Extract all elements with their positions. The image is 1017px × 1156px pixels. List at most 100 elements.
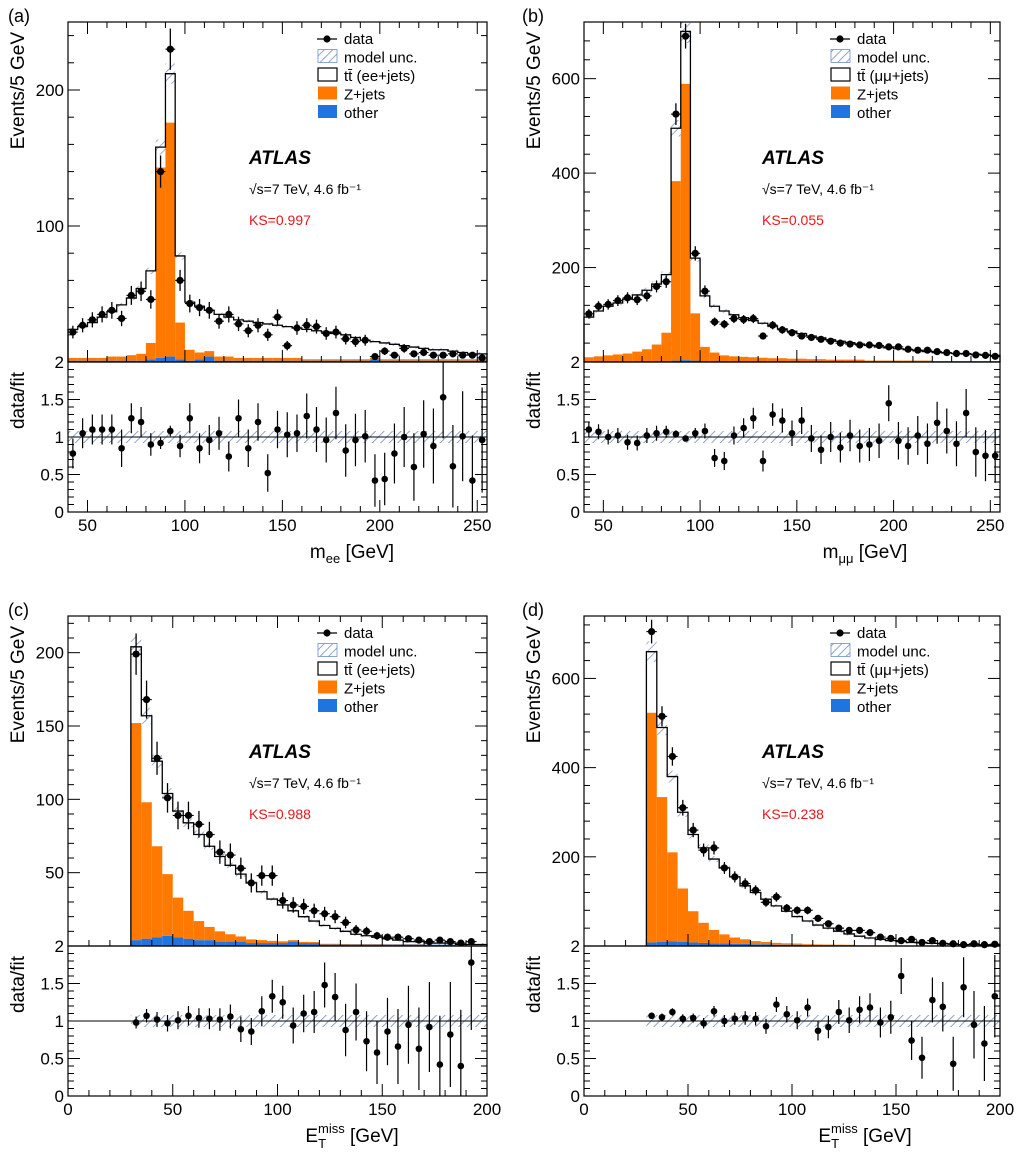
bar-other — [413, 944, 425, 946]
x-tick-label: 50 — [163, 1100, 182, 1119]
legend-label: model unc. — [344, 644, 417, 661]
bar-zjets — [409, 359, 419, 361]
bar-zjets — [438, 359, 449, 361]
ratio-point — [352, 1008, 360, 1016]
ratio-point — [595, 428, 602, 436]
bar-zjets — [874, 360, 884, 362]
ratio-point — [614, 432, 622, 439]
ratio-point — [206, 1015, 213, 1023]
data-point — [749, 314, 757, 323]
ratio-point — [808, 435, 815, 442]
data-point — [681, 32, 690, 40]
bar-other — [750, 944, 761, 946]
bar-zjets — [126, 355, 137, 361]
bar-zjets — [77, 357, 88, 361]
bar-other — [235, 941, 247, 946]
ratio-point — [846, 432, 854, 439]
bar-zjets — [301, 359, 312, 361]
ratio-point — [752, 1015, 759, 1023]
data-point — [176, 276, 184, 284]
x-tick-label: 50 — [679, 1100, 698, 1119]
bar-zjets — [256, 940, 268, 944]
data-point — [759, 332, 767, 340]
bar-other — [434, 944, 446, 946]
data-point — [371, 352, 379, 361]
data-point — [824, 920, 833, 928]
ratio-point — [283, 431, 291, 439]
bar-zjets — [68, 357, 78, 361]
bar-zjets — [738, 356, 749, 362]
data-point — [769, 321, 777, 329]
ratio-point — [669, 1008, 676, 1016]
bar-zjets — [854, 359, 865, 362]
bar-zjets — [748, 357, 759, 362]
bar-zjets — [272, 357, 283, 361]
ratio-point — [279, 998, 287, 1006]
bar-other — [292, 360, 302, 362]
ratio-point — [410, 463, 418, 471]
bar-zjets — [656, 797, 668, 942]
panel-label: (c) — [8, 600, 29, 620]
data-point — [215, 317, 223, 325]
data-point — [362, 927, 371, 935]
bar-other — [409, 360, 419, 362]
panel-label: (d) — [522, 600, 544, 620]
ratio-point — [769, 411, 776, 418]
data-point — [264, 331, 272, 339]
panel-d: (d) 0 50 100 150 200 200 400 600 0 0.5 1 1.5 2 Events/… — [522, 600, 1014, 1151]
bar-other — [445, 944, 456, 946]
bar-zjets — [243, 357, 254, 361]
bar-other — [277, 943, 288, 946]
ratio-point — [310, 1008, 318, 1016]
x-tick-label: 0 — [63, 1100, 72, 1119]
ratio-point — [866, 441, 873, 448]
bar-other — [760, 944, 772, 946]
bar-other — [267, 943, 278, 946]
bar-zjets — [277, 941, 288, 944]
x-axis-label: mee [GeV] — [310, 542, 394, 566]
bar-zjets — [106, 356, 117, 361]
ratio-point — [331, 993, 339, 1001]
data-point — [174, 811, 182, 820]
bar-zjets — [760, 941, 772, 945]
ratio-point — [788, 429, 796, 437]
x-tick-label: 150 — [882, 1100, 910, 1119]
data-point — [383, 933, 392, 941]
legend-other-swatch — [318, 105, 337, 118]
ratio-point — [215, 429, 223, 437]
legend-label: tt̄ (μμ+jets) — [857, 68, 929, 85]
ratio-point — [258, 1007, 266, 1015]
data-point — [342, 335, 350, 343]
data-point — [88, 316, 96, 324]
data-point — [856, 926, 864, 934]
data-point — [604, 300, 612, 308]
bar-zjets — [893, 360, 904, 362]
y-tick-label: 100 — [36, 217, 64, 236]
bar-zjets — [204, 351, 215, 357]
bar-zjets — [130, 723, 142, 941]
ratio-point — [449, 462, 457, 470]
ratio-point — [478, 436, 486, 444]
bar-zjets — [593, 356, 604, 362]
bar-zjets — [175, 322, 185, 360]
ratio-axis-label: data/fit — [8, 955, 29, 1013]
ratio-point — [98, 426, 106, 433]
panel-b: (b) 50 100 150 200 250 200 400 600 0 0.5 1 1.5 2 Event… — [522, 6, 1005, 566]
ks-text: KS=0.997 — [249, 212, 311, 228]
data-point — [914, 346, 922, 354]
ratio-tick-label: 0 — [571, 503, 580, 522]
bar-zjets — [816, 359, 826, 362]
bar-other — [287, 941, 299, 946]
x-tick-label: 50 — [78, 516, 97, 535]
bar-zjets — [825, 359, 836, 362]
data-point — [827, 337, 835, 345]
data-point — [459, 351, 467, 359]
data-point — [923, 346, 932, 354]
ratio-point — [887, 1013, 895, 1021]
data-point — [720, 864, 729, 872]
bar-zjets — [87, 357, 98, 361]
ratio-point — [949, 1060, 957, 1068]
data-point — [876, 933, 885, 941]
legend-label: model unc. — [344, 50, 417, 67]
